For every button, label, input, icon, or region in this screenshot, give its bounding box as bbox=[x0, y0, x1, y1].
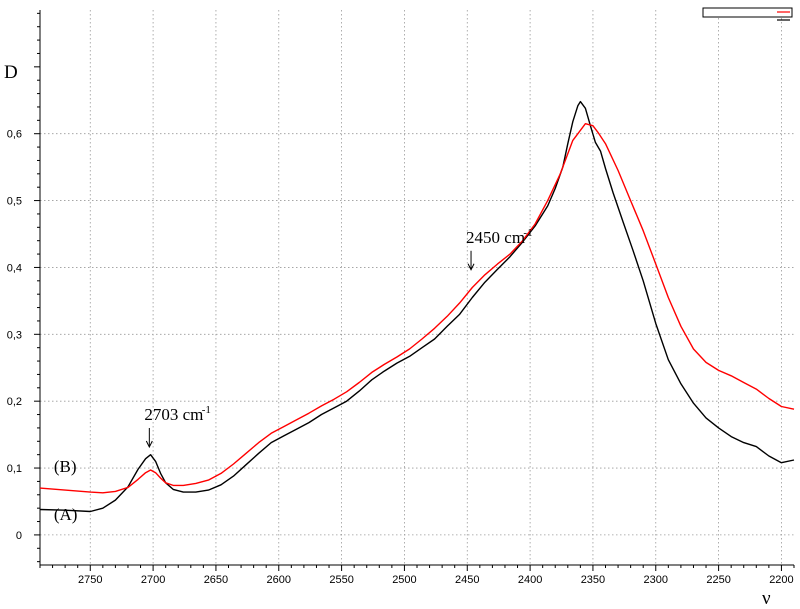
x-tick-label: 2450 bbox=[455, 574, 479, 586]
x-axis-title: ν bbox=[762, 588, 771, 609]
grid-lines bbox=[40, 10, 794, 565]
legend-frame bbox=[702, 7, 793, 18]
x-tick-label: 2550 bbox=[329, 574, 353, 586]
annotation-label: 2703 cm bbox=[144, 405, 203, 424]
x-tick-label: 2600 bbox=[267, 574, 291, 586]
x-tick-label: 2750 bbox=[78, 574, 102, 586]
curve-label: (B) bbox=[54, 457, 77, 476]
x-tick-label: 2200 bbox=[769, 574, 793, 586]
axes: 2750 2700 2650 2600 2550 2500 2450 2400 2350 2300… bbox=[7, 10, 795, 586]
y-tick-label: 0,4 bbox=[7, 262, 22, 274]
x-tick-label: 2250 bbox=[706, 574, 730, 586]
x-tick-label: 2500 bbox=[392, 574, 416, 586]
curve-label: (A) bbox=[54, 505, 78, 524]
y-tick-label: 0,3 bbox=[7, 329, 22, 341]
annotation-arrow-head bbox=[467, 263, 475, 271]
annotation-label: 2450 cm bbox=[466, 228, 525, 247]
y-tick-label: 0,1 bbox=[7, 463, 22, 475]
x-tick-label: 2400 bbox=[518, 574, 542, 586]
x-tick-label: 2650 bbox=[204, 574, 228, 586]
series-line bbox=[39, 123, 795, 494]
y-axis-title: D bbox=[4, 62, 18, 83]
annotation-superscript: -1 bbox=[202, 404, 211, 416]
x-tick-label: 2700 bbox=[141, 574, 165, 586]
series-lines bbox=[39, 100, 795, 513]
annotation-superscript: -1 bbox=[523, 227, 532, 239]
y-tick-label: 0,6 bbox=[7, 129, 22, 141]
x-tick-label: 2300 bbox=[644, 574, 668, 586]
y-tick-label: 0 bbox=[16, 530, 22, 542]
y-tick-label: 0,5 bbox=[7, 196, 22, 208]
series-line bbox=[39, 100, 795, 513]
y-tick-label: 0,2 bbox=[7, 396, 22, 408]
annotation-arrow-head bbox=[145, 440, 153, 449]
legend-box bbox=[702, 7, 793, 21]
x-tick-label: 2350 bbox=[581, 574, 605, 586]
